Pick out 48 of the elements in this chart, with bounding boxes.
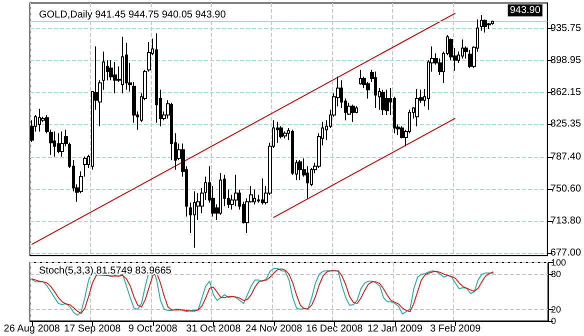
candlestick (385, 89, 389, 116)
y-tick-label: 825.35 (550, 118, 582, 130)
candlestick (234, 174, 238, 207)
candlestick (480, 14, 483, 32)
candlestick (374, 71, 377, 109)
candlestick (461, 38, 464, 60)
text: GOLD,Daily 941.45 944.75 940.05 943.90 (39, 10, 226, 20)
candlestick (57, 132, 60, 154)
candlestick (415, 88, 419, 127)
y-tick-label: 862.15 (550, 86, 582, 98)
candlestick (193, 190, 196, 248)
x-tick-label: 12 Jan 2009 (367, 324, 423, 334)
x-tick-label: 3 Feb 2009 (430, 324, 482, 334)
x-tick-label: 24 Nov 2008 (246, 324, 303, 334)
x-tick-label: 17 Sep 2008 (64, 324, 122, 334)
y-tick-label: 677.00 (550, 248, 582, 258)
y-tick-label: 898.95 (550, 54, 582, 66)
y-tick-label: 787.40 (550, 152, 582, 163)
candlestick (38, 108, 41, 132)
candlestick (253, 189, 256, 205)
ref-line-label: 943.90 (510, 4, 541, 16)
candlestick (468, 49, 472, 69)
candlestick (483, 18, 487, 34)
candlestick (53, 130, 56, 158)
y-tick-label: 100 (551, 258, 566, 268)
x-tick-label: 31 Oct 2008 (186, 324, 242, 334)
y-tick-label: 80 (551, 269, 562, 280)
y-tick-label: 935.75 (550, 22, 582, 34)
candlestick (261, 178, 264, 205)
y-tick-label: 713.80 (550, 216, 582, 227)
candlestick (155, 32, 158, 124)
candlestick (366, 81, 370, 99)
candlestick (283, 130, 287, 139)
x-tick-label: 26 Aug 2008 (4, 324, 60, 334)
candlestick (381, 89, 385, 116)
x-tick-label: 16 Dec 2008 (306, 324, 364, 334)
y-tick-label: 20 (551, 304, 562, 314)
candlestick (491, 20, 494, 26)
candlestick (359, 69, 362, 86)
y-tick-label: 750.60 (550, 184, 582, 195)
candlestick (60, 130, 64, 158)
candlestick (121, 36, 124, 94)
candlestick (487, 22, 491, 30)
x-tick-label: 9 Oct 2008 (128, 324, 178, 334)
candlestick (113, 62, 117, 94)
candlestick (279, 126, 283, 139)
candlestick (351, 104, 355, 122)
candlestick (298, 160, 302, 181)
